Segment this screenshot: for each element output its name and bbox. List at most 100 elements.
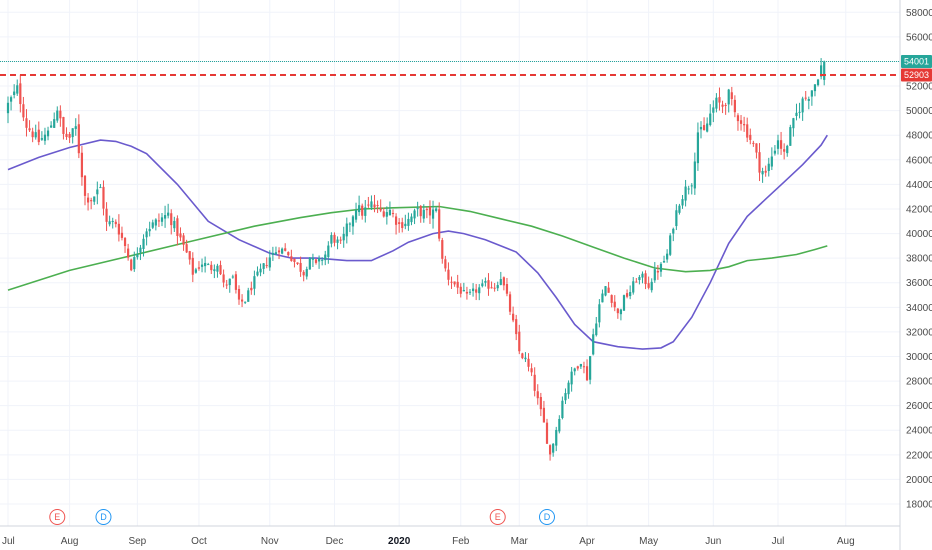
candle-body: [490, 287, 493, 289]
candle-body: [820, 65, 823, 77]
candle-body: [687, 188, 690, 190]
event-marker[interactable]: [539, 509, 555, 525]
candle-body: [471, 288, 475, 292]
candle-body: [170, 213, 173, 226]
candle-body: [370, 201, 373, 208]
candle-body: [210, 264, 213, 271]
candle-body: [99, 187, 102, 189]
candle-body: [696, 132, 700, 164]
candle-body: [669, 235, 672, 255]
candle-body: [536, 391, 539, 399]
candle-body: [533, 374, 536, 391]
candle-body: [625, 293, 629, 297]
candle-body: [142, 238, 145, 249]
candle-body: [527, 358, 530, 367]
candle-body: [182, 235, 185, 245]
resistance-badge: [901, 68, 932, 82]
candle-body: [542, 407, 546, 423]
candle-body: [324, 254, 327, 261]
last-price-badge-label: 54001: [904, 57, 929, 67]
candle-body: [619, 309, 623, 315]
candle-body: [638, 276, 641, 281]
candle-body: [518, 331, 521, 352]
candle-body: [247, 290, 250, 302]
candle-body: [552, 443, 555, 453]
candle-body: [151, 222, 154, 228]
candle-body: [43, 134, 47, 141]
candle-body: [50, 125, 53, 128]
candle-body: [173, 220, 176, 229]
candle-body: [127, 248, 130, 258]
candle-body: [102, 186, 105, 209]
candle-body: [31, 131, 34, 138]
candle-body: [77, 124, 80, 154]
candle-body: [576, 366, 579, 369]
candle-body: [810, 90, 813, 97]
candle-body: [308, 257, 311, 270]
price-levels: [0, 60, 900, 76]
candle-body: [733, 99, 736, 113]
candle-body: [317, 258, 321, 262]
candle-body: [690, 185, 693, 187]
candle-body: [632, 281, 635, 293]
candle-body: [413, 210, 416, 219]
x-tick-label: Jul: [2, 536, 15, 547]
candle-body: [724, 104, 727, 106]
candle-body: [712, 107, 715, 113]
y-tick-label: 28000: [906, 377, 932, 388]
candle-body: [616, 308, 619, 314]
candle-body: [453, 281, 456, 285]
candle-body: [56, 110, 59, 121]
candle-body: [96, 189, 99, 195]
candle-body: [74, 126, 77, 129]
candle-body: [37, 129, 40, 143]
candle-body: [709, 113, 712, 125]
candle-body: [302, 271, 305, 276]
candle-body: [277, 250, 281, 253]
candle-body: [234, 274, 238, 290]
candle-body: [157, 220, 161, 222]
resistance-badge-label: 52903: [904, 70, 929, 80]
y-tick-label: 34000: [906, 303, 932, 314]
candle-body: [465, 291, 469, 294]
candle-body: [253, 276, 256, 289]
candle-body: [650, 281, 653, 291]
candle-body: [213, 269, 216, 272]
candle-body: [22, 104, 25, 118]
last-price-badge: [901, 54, 932, 68]
candle-body: [746, 124, 749, 138]
candle-body: [154, 219, 157, 226]
event-marker[interactable]: [95, 509, 112, 525]
x-tick-label: Jul: [772, 536, 785, 547]
candle-body: [462, 290, 465, 292]
event-marker[interactable]: [489, 509, 506, 525]
candle-body: [361, 205, 364, 216]
candle-body: [789, 127, 792, 146]
candle-body: [284, 248, 287, 251]
candle-body: [86, 197, 90, 203]
ma_slow-line: [7, 205, 828, 291]
candle-body: [601, 293, 604, 303]
candle-body: [595, 323, 598, 336]
candle-body: [730, 92, 733, 100]
candle-body: [305, 269, 308, 277]
event-marker[interactable]: [49, 509, 66, 525]
y-tick-label: 40000: [906, 229, 932, 240]
candle-body: [823, 61, 826, 80]
candle-body: [62, 117, 65, 134]
candle-body: [6, 102, 10, 114]
candle-body: [259, 268, 262, 273]
x-tick-label: Oct: [191, 536, 207, 547]
candle-body: [345, 223, 348, 237]
candle-body: [743, 124, 746, 126]
candle-body: [287, 252, 290, 256]
candle-body: [684, 186, 687, 201]
candle-body: [795, 112, 798, 117]
candle-body: [786, 145, 789, 154]
candle-body: [718, 97, 721, 103]
candle-body: [188, 251, 191, 260]
candle-body: [678, 205, 681, 213]
candle-body: [770, 156, 773, 167]
